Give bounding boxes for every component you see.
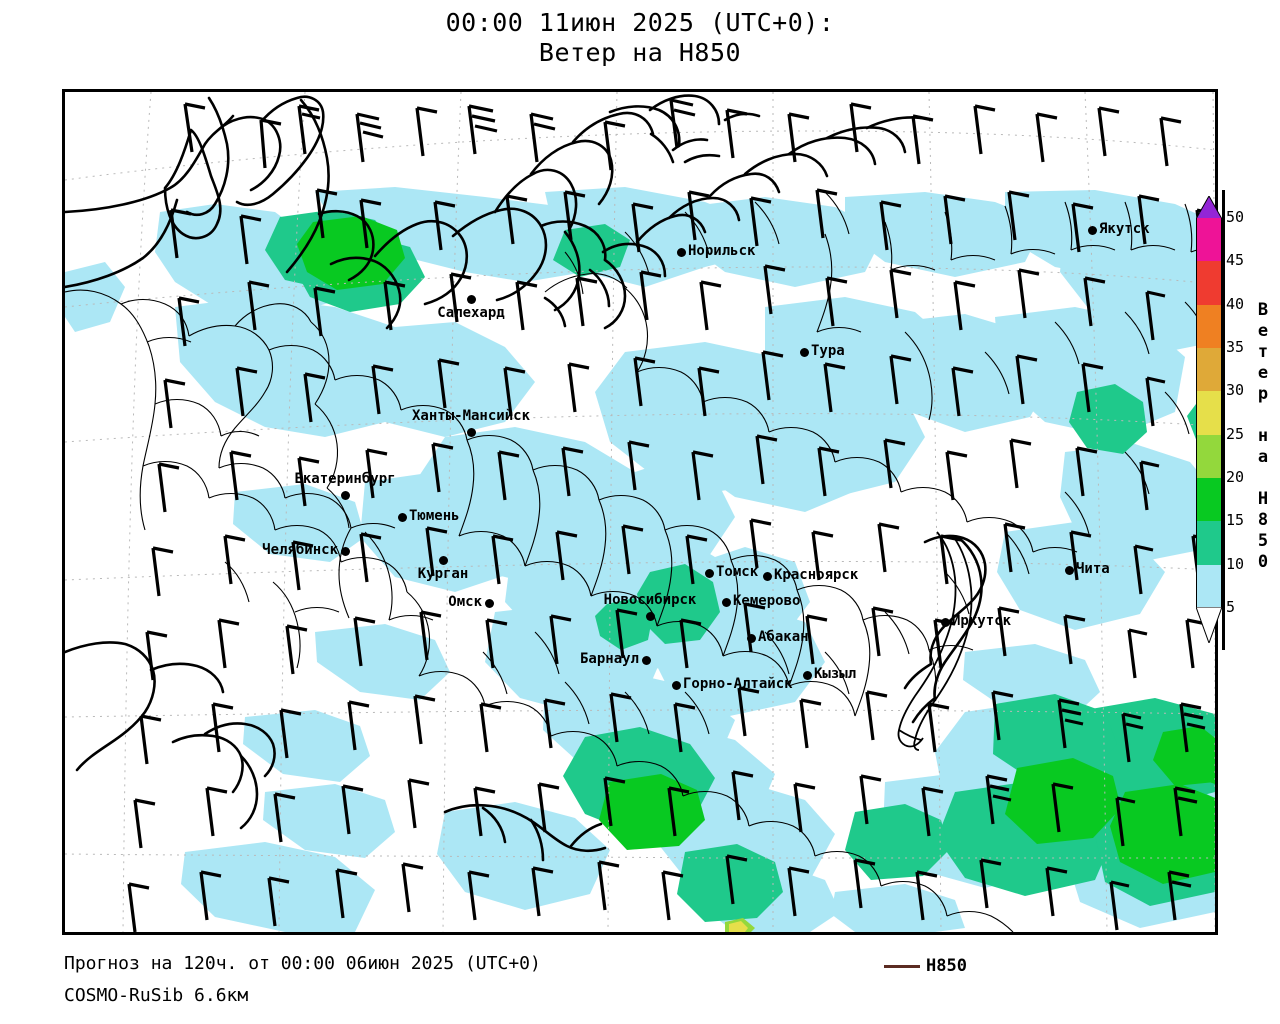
colorbar-band-45-50 [1196,218,1222,262]
city-dot-icon [941,618,950,627]
map-frame[interactable]: Якутск Норильск Салехард Тура Ханты-Мансийск… [62,89,1218,935]
city-label: Барнаул [579,651,639,667]
city-dot-icon [642,656,651,665]
colorbar-tick-label: 45 [1226,251,1245,270]
colorbar-band-25-30 [1196,391,1222,435]
model-info: COSMO-RuSib 6.6км [64,985,249,1006]
city-dot-icon [722,598,731,607]
city-label: Якутск [1099,221,1150,237]
colorbar-tick-label: 25 [1226,424,1245,443]
city-label: Челябинск [262,542,338,558]
colorbar-band-15-20 [1196,478,1222,522]
colorbar-band-5-10 [1196,564,1222,608]
colorbar-title: Ветер на H850 [1253,300,1273,573]
colorbar-tick-label: 40 [1226,294,1245,313]
city-label: Новосибирск [603,592,697,608]
colorbar-under-arrow [1195,606,1223,645]
city-label: Салехард [437,305,505,321]
colorbar-tick-label: 20 [1226,468,1245,486]
city-label: Кызыл [814,666,857,682]
wind-barb-layer [127,98,1215,932]
city-dot-icon [341,491,350,500]
city-label: Иркутск [952,613,1012,629]
city-dot-icon [398,513,407,522]
city-dot-icon [485,599,494,608]
coastline-border-layer [65,94,1215,932]
h850-legend-label: H850 [926,956,967,976]
city-dot-icon [439,556,448,565]
city-label: Тюмень [409,508,460,524]
wind-speed-shading-layer [65,187,1215,932]
city-dot-icon [467,295,476,304]
city-dot-icon [341,547,350,556]
city-label: Омск [448,594,482,610]
title-line-datetime: 00:00 11июн 2025 (UTC+0): [445,8,835,37]
city-label: Екатеринбург [294,471,396,487]
colorbar-tick-label: 50 [1226,208,1245,226]
title-line-variable: Ветер на H850 [538,38,742,67]
colorbar-axis [1222,190,1225,650]
map-canvas[interactable]: Якутск Норильск Салехард Тура Ханты-Мансийск… [65,92,1215,932]
city-label: Ханты-Мансийск [411,408,531,424]
colorbar-over-arrow [1195,194,1223,220]
lake-baikal [897,531,973,751]
colorbar-tick-label: 30 [1226,381,1245,400]
city-label: Тура [811,343,845,359]
city-label: Абакан [758,629,809,645]
city-label: Курган [417,566,469,582]
colorbar-band-20-25 [1196,434,1222,478]
city-dot-icon [677,248,686,257]
colorbar-tick-label: 35 [1226,338,1245,356]
colorbar-band-10-15 [1196,521,1222,565]
city-dot-icon [705,569,714,578]
colorbar-band-30-35 [1196,348,1222,392]
city-dot-icon [747,634,756,643]
city-dot-icon [763,572,772,581]
city-dot-icon [1065,566,1074,575]
band-15-20 [297,216,1215,884]
city-label: Красноярск [774,567,859,583]
city-dot-icon [467,428,476,437]
city-label: Томск [716,564,759,580]
colorbar-tick-label: 15 [1226,511,1245,530]
colorbar-band-35-40 [1196,304,1222,348]
colorbar-tick-label: 10 [1226,554,1245,573]
administrative-borders [65,191,1215,932]
page-title: 00:00 11июн 2025 (UTC+0): Ветер на H850 [0,8,1280,68]
city-dot-icon [646,612,655,621]
band-25-30 [729,921,748,932]
city-label: Кемерово [733,593,801,609]
city-dot-icon [672,681,681,690]
city-dot-icon [800,348,809,357]
city-label: Чита [1076,561,1110,577]
colorbar-tick-label: 5 [1226,598,1236,616]
city-label: Норильск [688,243,756,259]
city-label: Горно-Алтайск [683,676,793,692]
colorbar[interactable] [1196,218,1222,608]
coastlines [65,94,987,862]
forecast-info: Прогноз на 120ч. от 00:00 06июн 2025 (UT… [64,953,541,974]
city-dot-icon [803,671,812,680]
city-dot-icon [1088,226,1097,235]
colorbar-band-40-45 [1196,261,1222,305]
h850-legend-line-icon [884,965,920,968]
